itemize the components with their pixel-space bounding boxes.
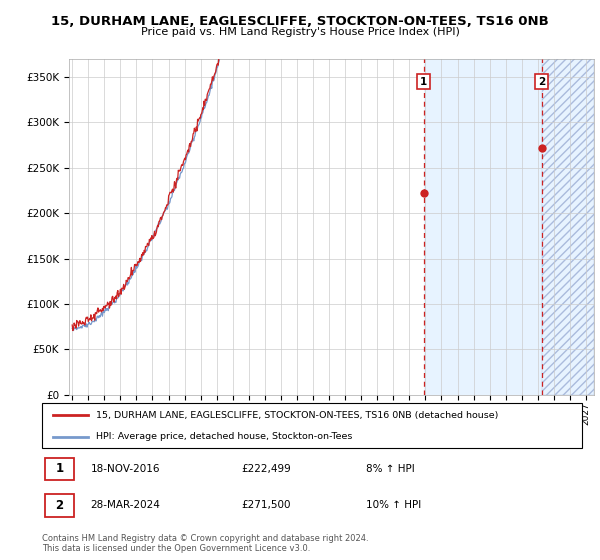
Text: 28-MAR-2024: 28-MAR-2024 xyxy=(91,501,160,510)
Text: 2: 2 xyxy=(538,77,545,86)
Text: £271,500: £271,500 xyxy=(242,501,292,510)
Text: 10% ↑ HPI: 10% ↑ HPI xyxy=(366,501,421,510)
Text: £222,499: £222,499 xyxy=(242,464,292,474)
Text: HPI: Average price, detached house, Stockton-on-Tees: HPI: Average price, detached house, Stoc… xyxy=(96,432,352,441)
Text: 2: 2 xyxy=(55,499,64,512)
Text: 18-NOV-2016: 18-NOV-2016 xyxy=(91,464,160,474)
FancyBboxPatch shape xyxy=(45,494,74,516)
Text: 1: 1 xyxy=(420,77,427,86)
Text: 8% ↑ HPI: 8% ↑ HPI xyxy=(366,464,415,474)
Text: 15, DURHAM LANE, EAGLESCLIFFE, STOCKTON-ON-TEES, TS16 0NB: 15, DURHAM LANE, EAGLESCLIFFE, STOCKTON-… xyxy=(51,15,549,28)
FancyBboxPatch shape xyxy=(45,458,74,480)
Text: 15, DURHAM LANE, EAGLESCLIFFE, STOCKTON-ON-TEES, TS16 0NB (detached house): 15, DURHAM LANE, EAGLESCLIFFE, STOCKTON-… xyxy=(96,411,499,420)
Text: Price paid vs. HM Land Registry's House Price Index (HPI): Price paid vs. HM Land Registry's House … xyxy=(140,27,460,37)
Text: Contains HM Land Registry data © Crown copyright and database right 2024.
This d: Contains HM Land Registry data © Crown c… xyxy=(42,534,368,553)
Text: 1: 1 xyxy=(55,463,64,475)
FancyBboxPatch shape xyxy=(42,403,582,448)
